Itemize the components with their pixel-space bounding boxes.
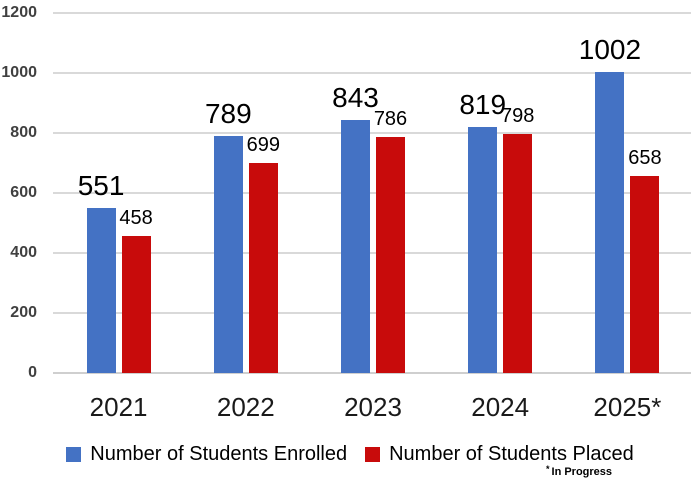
value-label-enrolled-2022: 789: [204, 98, 252, 130]
x-axis-label-2021: 2021: [89, 392, 148, 422]
bar-enrolled-2025: [595, 72, 625, 373]
bar-placed-2021: [121, 235, 151, 373]
bar-placed-2024: [503, 133, 533, 373]
bar-enrolled-2024: [468, 127, 498, 373]
x-axis-line: [53, 372, 691, 374]
gridline: [53, 72, 691, 74]
y-axis-tick-label: 600: [10, 184, 37, 201]
bar-placed-2025: [630, 175, 660, 373]
y-axis-tick-label: 400: [10, 244, 37, 261]
legend-label-enrolled: Number of Students Enrolled: [90, 443, 348, 465]
y-axis-tick-label: 200: [10, 304, 37, 321]
gridline: [53, 12, 691, 14]
value-label-enrolled-2024: 819: [459, 89, 507, 121]
value-label-enrolled-2023: 843: [332, 82, 379, 114]
value-label-enrolled-2025: 1002: [578, 34, 642, 66]
value-label-placed-2022: 699: [246, 134, 280, 157]
legend-swatch-placed-icon: [365, 446, 381, 462]
bar-placed-2023: [376, 137, 405, 373]
x-axis-label-2025: 2025*: [593, 392, 662, 422]
footnote: * In Progress: [546, 464, 612, 479]
x-axis-label-2022: 2022: [216, 392, 275, 422]
value-label-placed-2023: 786: [373, 108, 408, 131]
bar-placed-2022: [248, 163, 278, 373]
y-axis-tick-label: 1000: [1, 64, 37, 81]
y-axis-tick-label: 1200: [1, 4, 37, 21]
gridline: [53, 312, 691, 314]
bar-enrolled-2023: [341, 120, 370, 373]
footnote-text: In Progress: [551, 466, 613, 478]
legend-swatch-enrolled-icon: [66, 446, 82, 462]
footnote-asterisk: *: [546, 464, 550, 474]
gridline: [53, 132, 691, 134]
gridline: [53, 192, 691, 194]
bar-enrolled-2021: [86, 207, 116, 373]
y-axis-tick-label: 800: [10, 124, 37, 141]
legend-item-enrolled: Number of Students Enrolled: [66, 444, 347, 464]
legend: Number of Students Enrolled Number of St…: [0, 444, 700, 464]
value-label-placed-2024: 798: [501, 104, 535, 127]
legend-item-placed: Number of Students Placed: [365, 444, 634, 464]
y-axis-tick-label: 0: [28, 364, 37, 381]
value-label-placed-2025: 658: [628, 146, 662, 169]
x-axis-label-2024: 2024: [471, 392, 530, 422]
gridline: [53, 252, 691, 254]
bar-enrolled-2022: [213, 136, 243, 373]
legend-label-placed: Number of Students Placed: [389, 443, 634, 465]
value-label-enrolled-2021: 551: [77, 169, 125, 201]
x-axis-label-2023: 2023: [344, 392, 402, 422]
value-label-placed-2021: 458: [119, 206, 153, 229]
